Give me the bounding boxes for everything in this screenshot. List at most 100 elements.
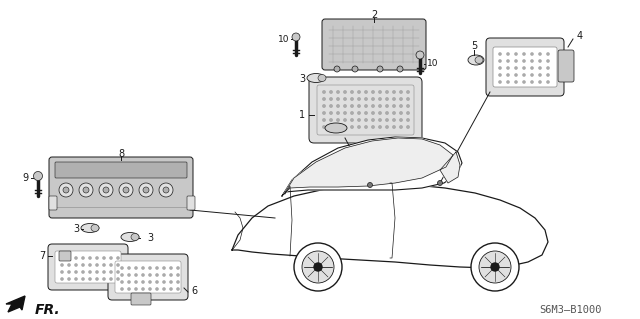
Circle shape xyxy=(416,51,424,59)
Circle shape xyxy=(96,264,98,266)
Circle shape xyxy=(531,60,533,62)
Circle shape xyxy=(294,243,342,291)
Circle shape xyxy=(379,126,381,128)
Circle shape xyxy=(386,98,388,100)
Circle shape xyxy=(89,278,91,280)
Text: 3: 3 xyxy=(299,74,305,84)
Circle shape xyxy=(377,66,383,72)
Circle shape xyxy=(400,126,402,128)
Polygon shape xyxy=(6,296,25,312)
Circle shape xyxy=(135,281,137,283)
Circle shape xyxy=(82,264,84,266)
Circle shape xyxy=(323,98,325,100)
Circle shape xyxy=(531,81,533,83)
Circle shape xyxy=(539,74,541,76)
Circle shape xyxy=(119,183,133,197)
Circle shape xyxy=(128,281,130,283)
Circle shape xyxy=(393,126,396,128)
Circle shape xyxy=(68,264,70,266)
FancyBboxPatch shape xyxy=(49,196,57,210)
Ellipse shape xyxy=(475,56,483,63)
Text: 5: 5 xyxy=(471,41,477,51)
Circle shape xyxy=(358,119,360,121)
Circle shape xyxy=(99,183,113,197)
Circle shape xyxy=(323,126,325,128)
Circle shape xyxy=(68,257,70,259)
Circle shape xyxy=(83,187,89,193)
Circle shape xyxy=(372,105,374,107)
Circle shape xyxy=(547,67,549,69)
FancyBboxPatch shape xyxy=(486,38,564,96)
Circle shape xyxy=(121,267,123,269)
Circle shape xyxy=(59,183,73,197)
Circle shape xyxy=(379,105,381,107)
Circle shape xyxy=(323,91,325,93)
Text: 6: 6 xyxy=(191,286,197,296)
Circle shape xyxy=(351,98,353,100)
Circle shape xyxy=(507,74,509,76)
Circle shape xyxy=(351,126,353,128)
Circle shape xyxy=(400,112,402,114)
Circle shape xyxy=(515,74,517,76)
Circle shape xyxy=(75,257,77,259)
Circle shape xyxy=(358,98,360,100)
Circle shape xyxy=(117,257,119,259)
Circle shape xyxy=(170,281,172,283)
Circle shape xyxy=(372,112,374,114)
Circle shape xyxy=(365,126,367,128)
Ellipse shape xyxy=(468,55,484,65)
Circle shape xyxy=(323,105,325,107)
Circle shape xyxy=(351,119,353,121)
Circle shape xyxy=(547,81,549,83)
FancyBboxPatch shape xyxy=(131,293,151,305)
Circle shape xyxy=(337,126,339,128)
Circle shape xyxy=(499,81,501,83)
Circle shape xyxy=(117,278,119,280)
Circle shape xyxy=(330,112,332,114)
Circle shape xyxy=(386,126,388,128)
Circle shape xyxy=(110,271,112,273)
Circle shape xyxy=(547,74,549,76)
Circle shape xyxy=(149,267,151,269)
Circle shape xyxy=(163,288,165,290)
Text: S6M3–B1000: S6M3–B1000 xyxy=(539,305,601,315)
Circle shape xyxy=(351,112,353,114)
FancyBboxPatch shape xyxy=(59,251,71,261)
FancyBboxPatch shape xyxy=(55,251,121,283)
Circle shape xyxy=(358,105,360,107)
FancyBboxPatch shape xyxy=(48,244,128,290)
Circle shape xyxy=(110,278,112,280)
Circle shape xyxy=(393,98,396,100)
Circle shape xyxy=(142,274,144,276)
Circle shape xyxy=(515,53,517,55)
Circle shape xyxy=(177,274,179,276)
Text: 3: 3 xyxy=(147,233,153,243)
Circle shape xyxy=(96,271,98,273)
Circle shape xyxy=(547,60,549,62)
Text: 3: 3 xyxy=(73,224,79,234)
Circle shape xyxy=(149,281,151,283)
Circle shape xyxy=(163,281,165,283)
Circle shape xyxy=(142,267,144,269)
Ellipse shape xyxy=(81,224,99,233)
Circle shape xyxy=(110,257,112,259)
Circle shape xyxy=(400,105,402,107)
Circle shape xyxy=(128,274,130,276)
Circle shape xyxy=(89,271,91,273)
Circle shape xyxy=(177,288,179,290)
Circle shape xyxy=(142,281,144,283)
Circle shape xyxy=(507,60,509,62)
Circle shape xyxy=(128,267,130,269)
Circle shape xyxy=(531,67,533,69)
Circle shape xyxy=(393,112,396,114)
Circle shape xyxy=(89,264,91,266)
Circle shape xyxy=(330,91,332,93)
FancyBboxPatch shape xyxy=(322,19,426,70)
Circle shape xyxy=(334,66,340,72)
Circle shape xyxy=(337,98,339,100)
Circle shape xyxy=(471,243,519,291)
Circle shape xyxy=(372,98,374,100)
Circle shape xyxy=(351,91,353,93)
Circle shape xyxy=(163,187,169,193)
Text: 10: 10 xyxy=(278,34,290,43)
